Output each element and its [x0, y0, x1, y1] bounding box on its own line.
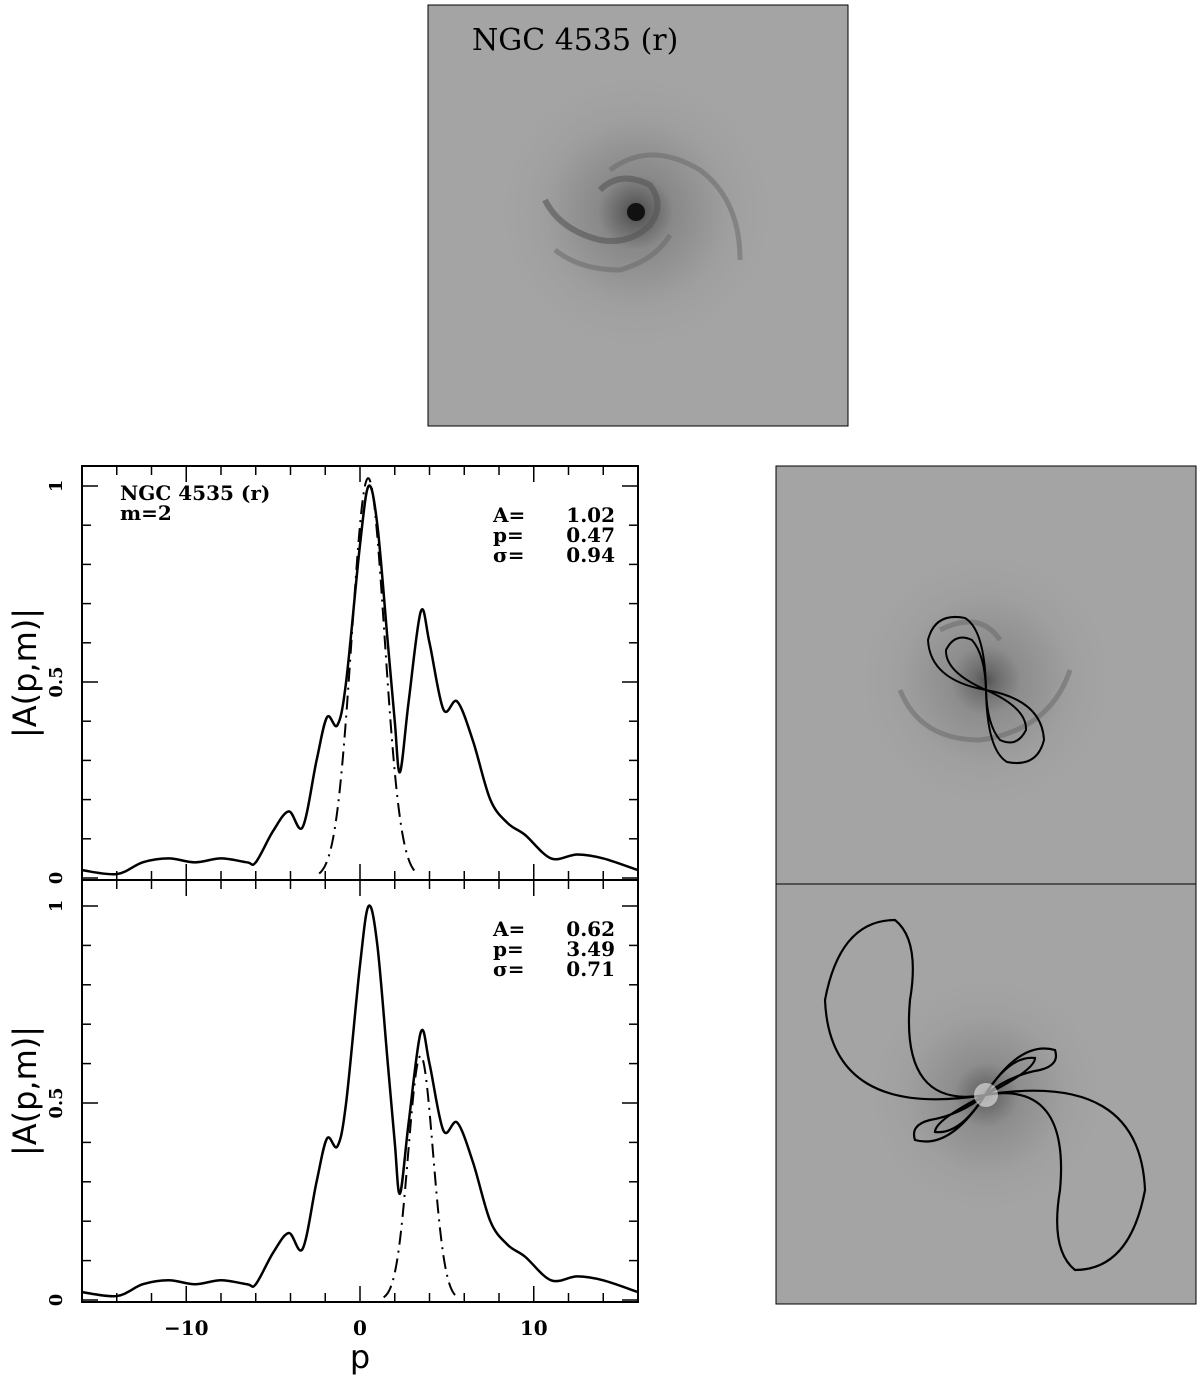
y-tick-label: 1 [46, 480, 67, 493]
amplitude-curve [81, 484, 639, 876]
fit-label-p: p= [493, 523, 524, 547]
fit-label-sigma: σ= [493, 957, 525, 981]
galaxy-image-m2-fit-a [775, 465, 1197, 885]
fit-contours [823, 918, 1147, 1272]
y-tick-label: 0.5 [46, 1087, 67, 1118]
x-tick-label: 10 [520, 1316, 548, 1340]
y-tick-label: 0.5 [46, 666, 67, 697]
fit-value-A: 0.62 [566, 917, 615, 941]
y-tick-label: 0 [46, 872, 67, 885]
fit-value-p: 0.47 [566, 523, 615, 547]
fit-contours [926, 616, 1046, 764]
gaussian-fit-curve [383, 1054, 459, 1299]
plot-panel-bottom: 0 0.5 1 |A(p,m)| −10 0 10 p A= 0.62 p= 3.49 σ= 0.71 [6, 879, 639, 1376]
plot-panel-top: 0 0.5 1 |A(p,m)| NGC 4535 (r)m=2 A= 1.02 p= 0.47… [6, 465, 639, 885]
fit-value-A: 1.02 [566, 503, 615, 527]
x-tick-label: 0 [353, 1316, 367, 1340]
fit-value-sigma: 0.94 [566, 543, 615, 567]
plot-frame [81, 879, 639, 1303]
fit-label-p: p= [493, 937, 524, 961]
fit-label-A: A= [492, 917, 525, 941]
amplitude-curve [81, 904, 639, 1298]
spiral-arm [553, 152, 743, 273]
y-axis-label: |A(p,m)| [6, 608, 44, 738]
x-tick-label: −10 [164, 1316, 209, 1340]
x-axis-label: p [350, 1338, 370, 1376]
y-tick-label: 0 [46, 1294, 67, 1307]
spiral-arm [542, 175, 661, 244]
fit-label-sigma: σ= [493, 543, 525, 567]
galaxy-image-m2-fit-b [775, 883, 1197, 1305]
galaxy-image-top: NGC 4535 (r) [427, 4, 849, 427]
fit-label-A: A= [492, 503, 525, 527]
y-axis-label: |A(p,m)| [6, 1026, 44, 1156]
fit-value-sigma: 0.71 [566, 957, 615, 981]
fit-value-p: 3.49 [566, 937, 615, 961]
y-tick-label: 1 [46, 900, 67, 913]
plot-annotation: m=2 [120, 501, 172, 525]
galaxy-image-title: NGC 4535 (r) [472, 23, 678, 58]
gaussian-fit-curve [318, 477, 418, 875]
plot-annotation: NGC 4535 (r) [120, 481, 270, 505]
galaxy-core [627, 203, 645, 221]
